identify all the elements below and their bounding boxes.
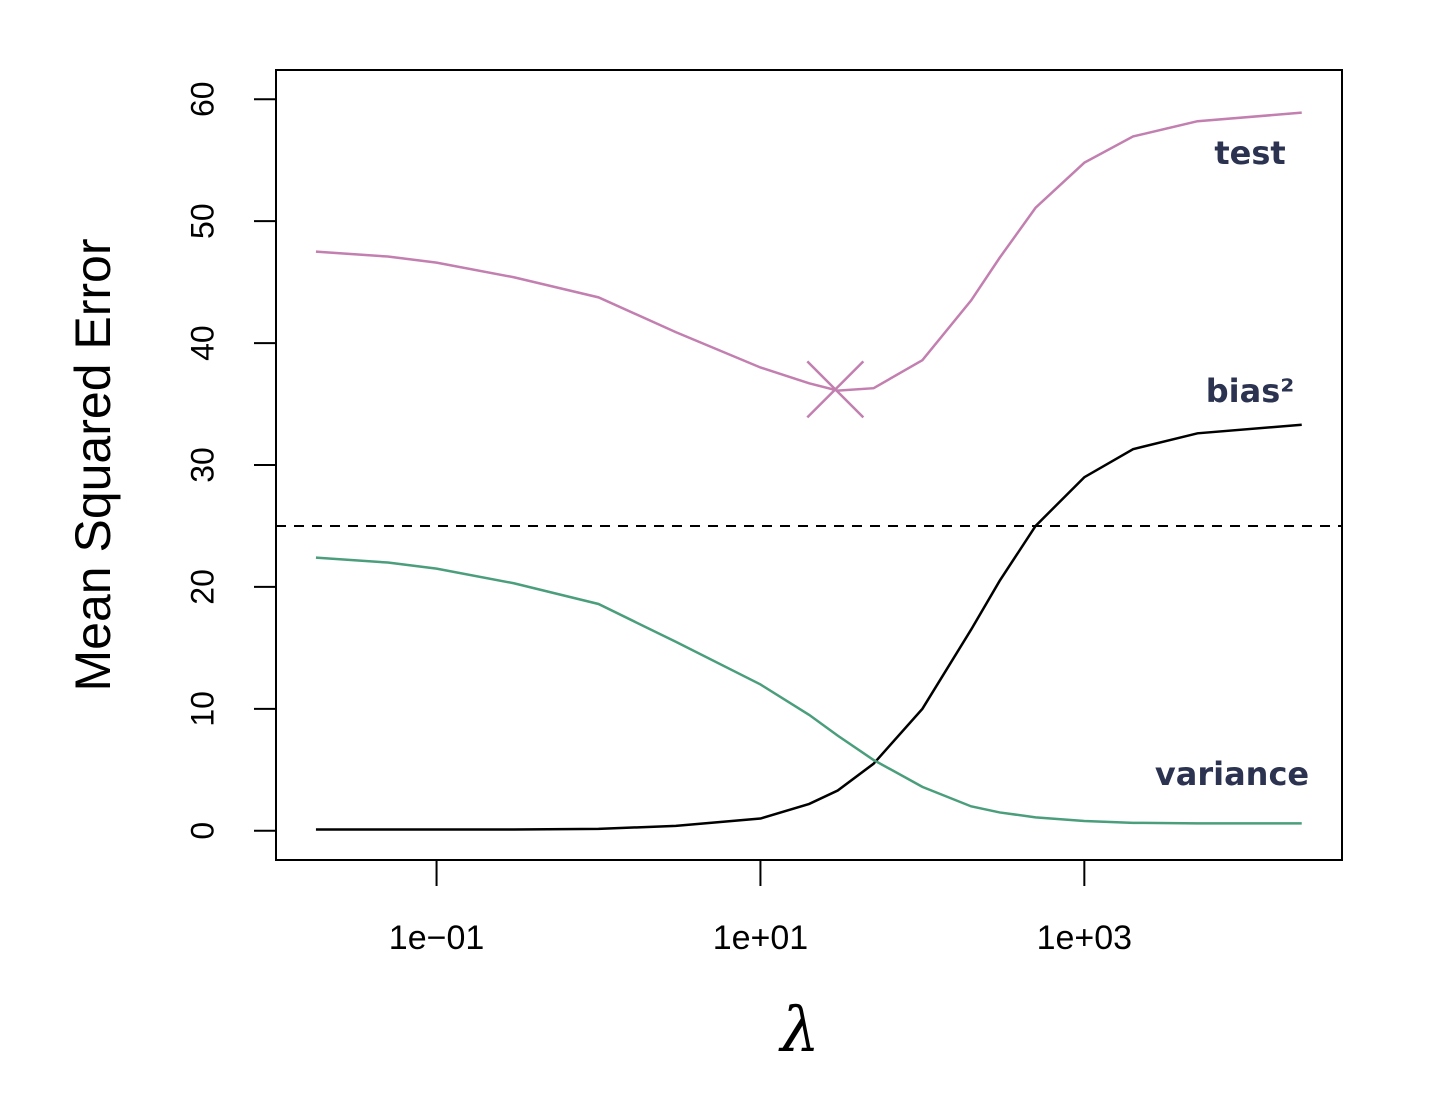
y-tick-label: 60 — [184, 81, 220, 117]
y-tick-label: 40 — [184, 325, 220, 361]
y-tick-label: 20 — [184, 569, 220, 605]
y-tick-label: 50 — [184, 203, 220, 239]
y-tick-label: 0 — [184, 822, 220, 840]
y-tick-label: 30 — [184, 447, 220, 483]
series-label: test — [1214, 134, 1285, 172]
series-line — [315, 111, 1302, 392]
series-label: bias² — [1206, 372, 1295, 410]
y-axis-title: Mean Squared Error — [65, 238, 121, 691]
series-line — [315, 423, 1302, 831]
x-axis-title: λ — [777, 993, 819, 1066]
minimum-marker — [806, 360, 865, 419]
y-tick-label: 10 — [184, 691, 220, 727]
series-line — [315, 556, 1302, 825]
x-tick-label: 1e−01 — [389, 919, 485, 957]
x-tick-label: 1e+01 — [713, 919, 809, 957]
x-tick-label: 1e+03 — [1037, 919, 1133, 957]
series-label: variance — [1155, 755, 1309, 793]
